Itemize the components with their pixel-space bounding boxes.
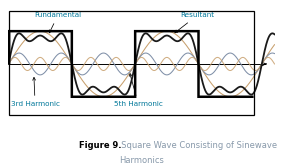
Text: Square Wave Consisting of Sinewave: Square Wave Consisting of Sinewave: [116, 141, 277, 150]
Text: Resultant: Resultant: [175, 12, 214, 33]
Text: Harmonics: Harmonics: [119, 156, 164, 164]
Text: 5th Harmonic: 5th Harmonic: [114, 73, 163, 107]
Text: Figure 9.: Figure 9.: [79, 141, 122, 150]
Text: 3rd Harmonic: 3rd Harmonic: [10, 77, 60, 107]
Text: Fundamental: Fundamental: [34, 12, 82, 33]
